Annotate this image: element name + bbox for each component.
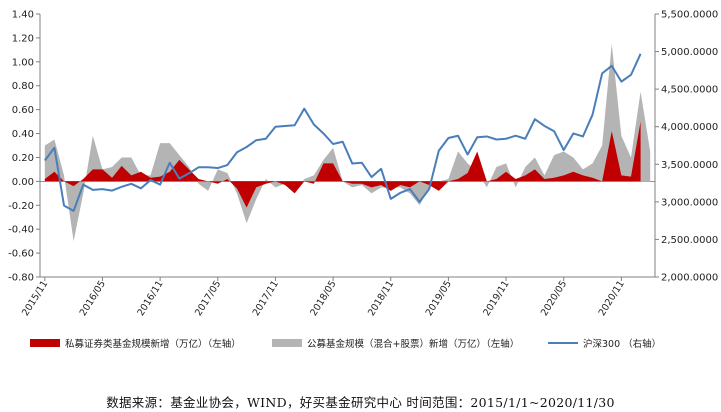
legend-item-hs300: 沪深300 （右轴） [548,336,661,350]
legend-item-public: 公募基金规模（混合+股票）新增（万亿）（左轴） [272,336,519,350]
source-note: 数据来源：基金业协会，WIND，好买基金研究中心 时间范围：2015/1/1~2… [106,395,615,410]
hs300-line [44,53,642,212]
hs300-line-series [44,53,642,212]
x-tick-label: 2016/11 [135,279,165,318]
x-tick-label: 2020/11 [597,279,627,318]
right-tick-label: 4,500.0000 [661,85,718,96]
left-tick-label: 0.40 [12,129,34,140]
private-fund-area-series [44,121,641,208]
left-tick-label: -0.20 [8,201,34,212]
right-tick-label: 2,500.0000 [661,235,718,246]
right-tick-label: 3,000.0000 [661,197,718,208]
legend-swatch-private [30,339,60,347]
left-tick-label: 0.60 [12,105,34,116]
legend: 私募证券类基金规模新增（万亿）（左轴） 公募基金规模（混合+股票）新增（万亿）（… [0,336,721,358]
x-tick-label: 2018/11 [366,279,396,318]
left-tick-label: 0.80 [12,81,34,92]
legend-swatch-public [272,339,302,347]
left-tick-label: 1.20 [12,33,34,44]
x-tick-label: 2017/05 [193,279,223,318]
right-tick-label: 5,500.0000 [661,10,718,21]
left-tick-label: 1.00 [12,57,34,68]
left-tick-label: 1.40 [12,10,34,21]
x-tick-label: 2017/11 [251,279,281,318]
x-tick-label: 2015/11 [20,279,50,318]
right-tick-label: 3,500.0000 [661,160,718,171]
legend-label-hs300: 沪深300 （右轴） [583,339,662,350]
legend-swatch-hs300 [548,342,578,344]
x-tick-label: 2018/05 [308,279,338,318]
x-tick-label: 2019/05 [424,279,454,318]
left-tick-label: -0.40 [8,225,34,236]
left-tick-label: 0.20 [12,153,34,164]
right-tick-label: 4,000.0000 [661,122,718,133]
legend-item-private: 私募证券类基金规模新增（万亿）（左轴） [30,336,241,350]
right-tick-label: 2,000.0000 [661,273,718,284]
x-tick-label: 2020/05 [539,279,569,318]
right-tick-label: 5,000.0000 [661,47,718,58]
legend-label-public: 公募基金规模（混合+股票）新增（万亿）（左轴） [307,339,520,350]
left-tick-label: -0.60 [8,249,34,260]
chart: 1.40 1.20 1.00 0.80 0.60 0.40 0.20 0.00 -0.20 -0.… [8,10,718,319]
x-tick-label: 2019/11 [481,279,511,318]
left-tick-label: 0.00 [12,177,34,188]
x-tick-label: 2016/05 [78,279,108,318]
legend-label-private: 私募证券类基金规模新增（万亿）（左轴） [65,339,241,350]
left-tick-label: -0.80 [8,273,34,284]
